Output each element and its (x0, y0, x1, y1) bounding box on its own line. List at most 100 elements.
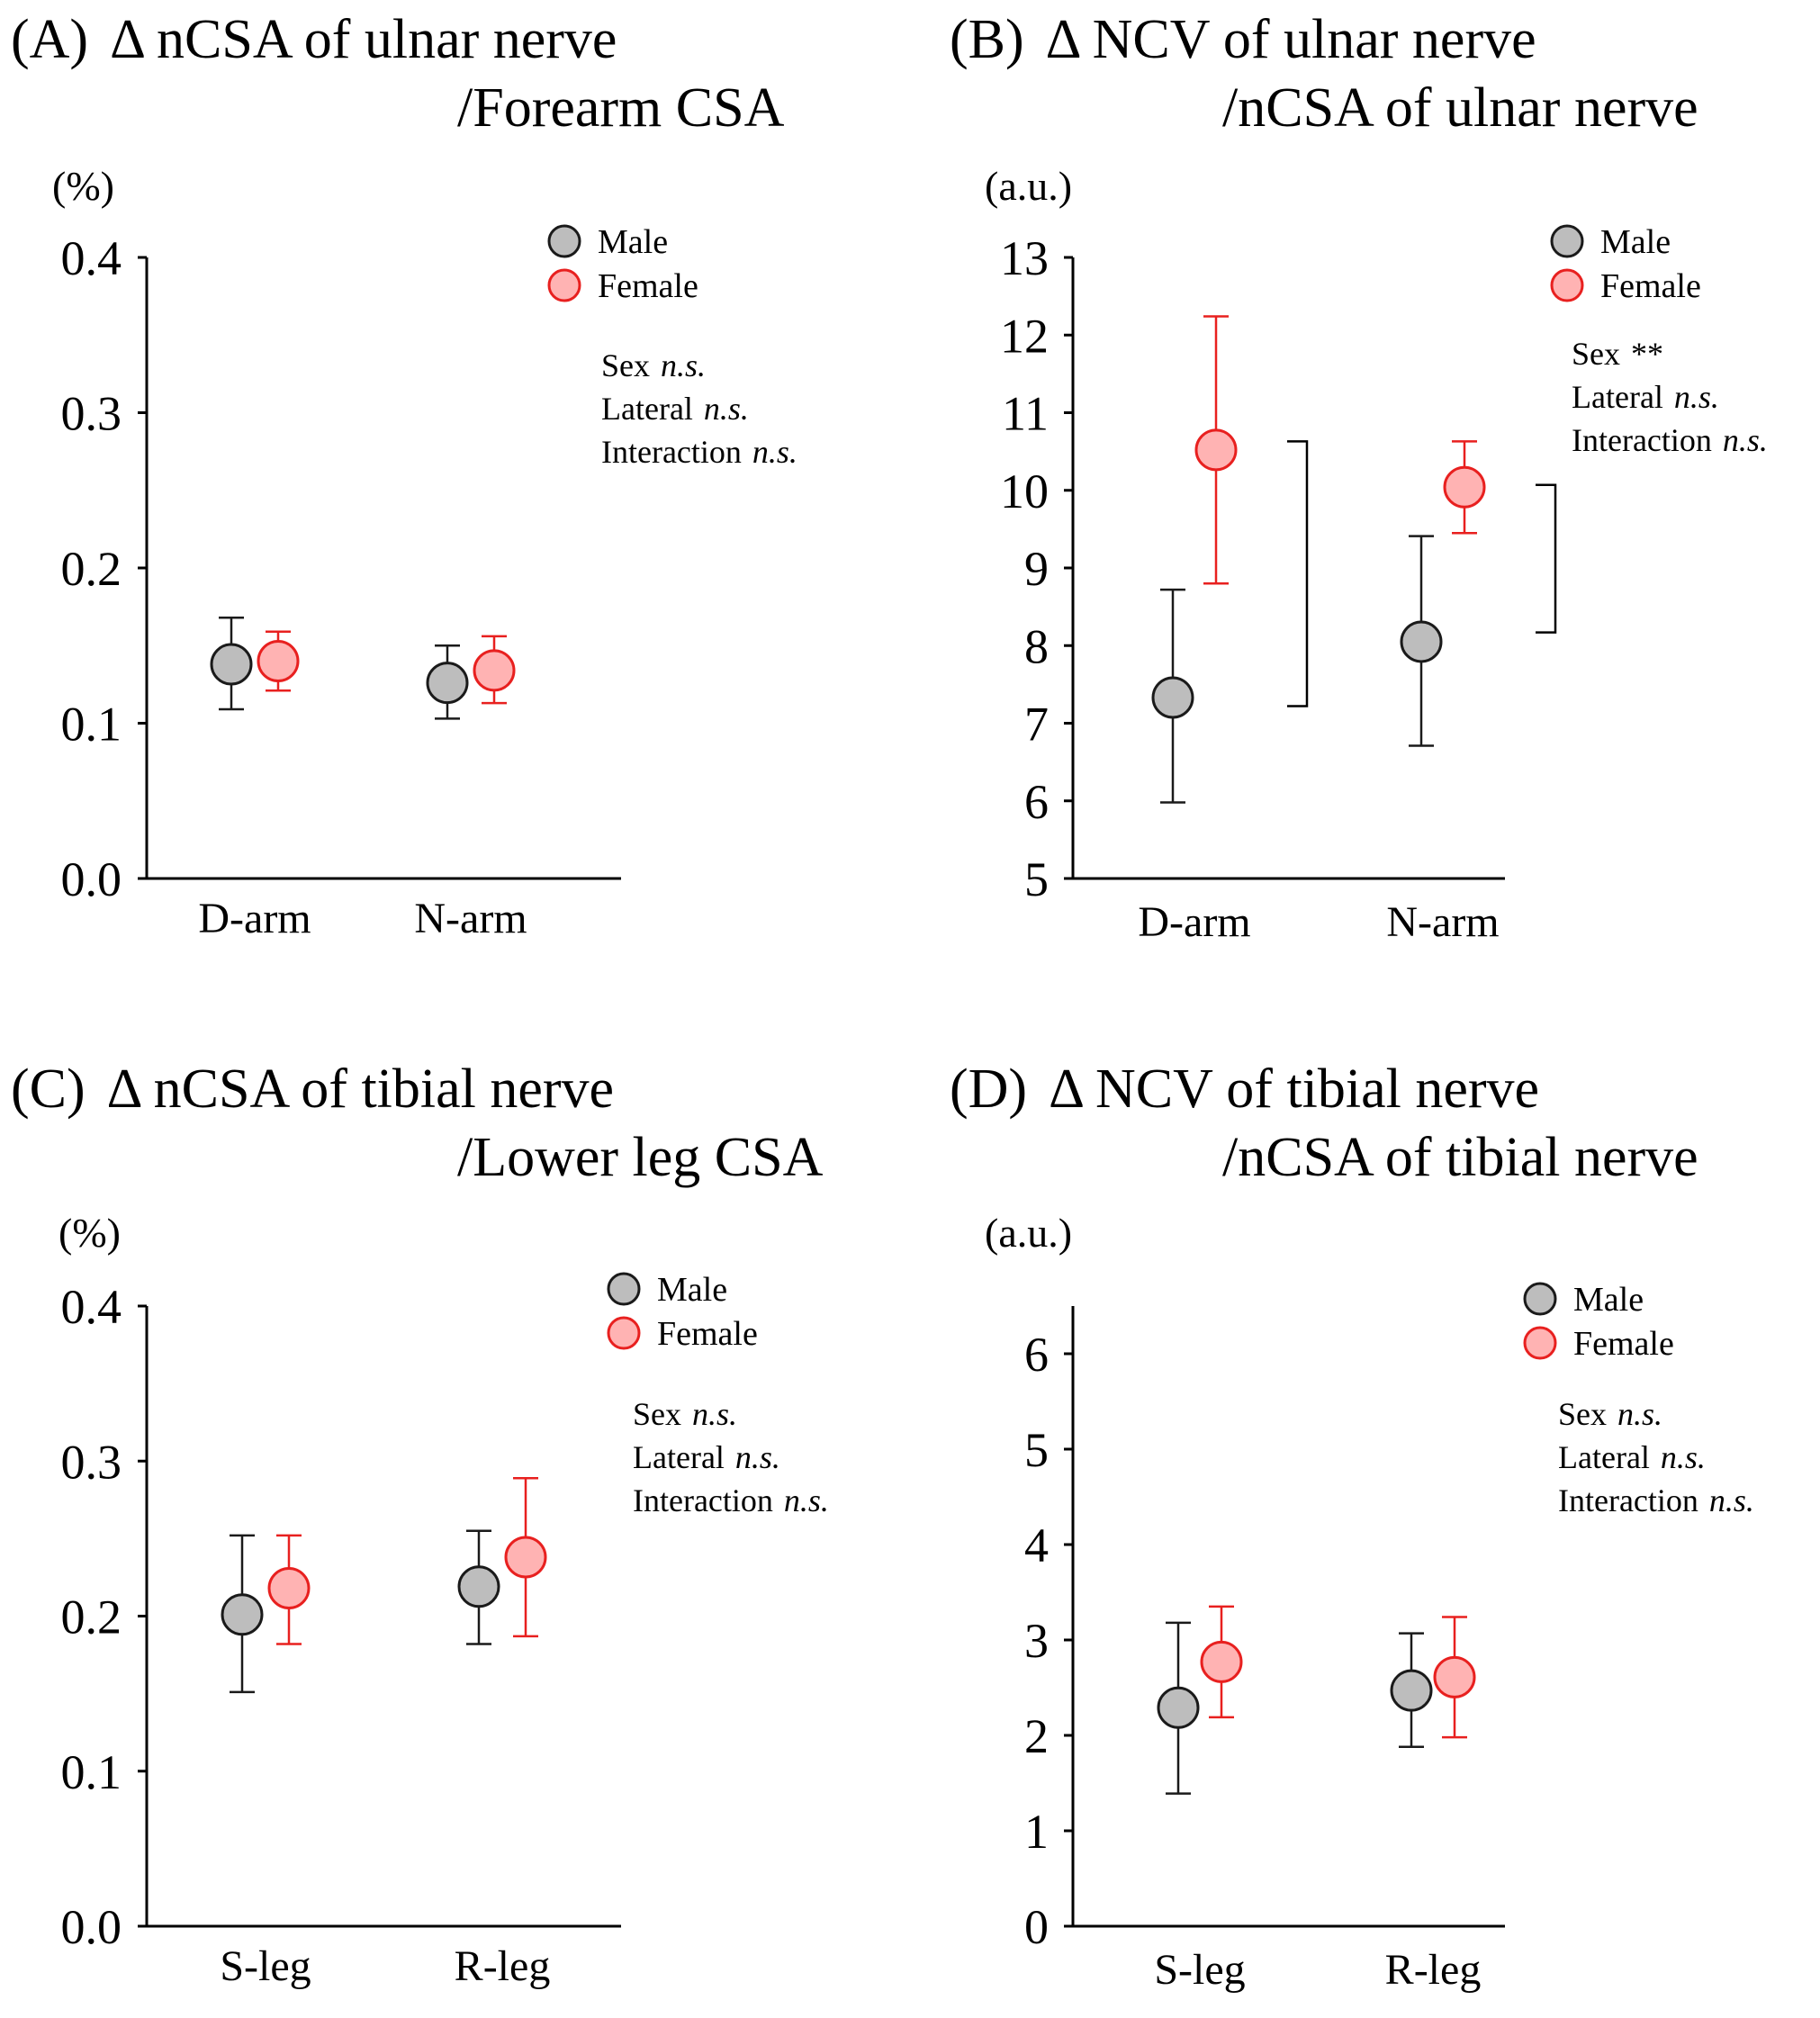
y-tick-label: 0.3 (61, 387, 122, 441)
stat-line: Sex ** (1572, 336, 1663, 372)
y-tick-label: 7 (1024, 698, 1049, 752)
panel-a: (A) Δ nCSA of ulnar nerve/Forearm CSA (%) 0… (11, 9, 797, 942)
stat-label: Interaction (633, 1482, 773, 1518)
y-tick-label: 13 (1000, 231, 1049, 285)
stat-label: Lateral (633, 1439, 725, 1475)
x-category-label: D-arm (198, 895, 311, 942)
stat-label: Interaction (1572, 422, 1712, 458)
panel-title: (B) Δ NCV of ulnar nerve (950, 9, 1536, 70)
panel-title: (C) Δ nCSA of tibial nerve (11, 1059, 614, 1120)
stat-value: n.s. (1674, 379, 1719, 415)
y-tick-label: 0 (1024, 1900, 1049, 1954)
stat-line: Lateral n.s. (1572, 379, 1719, 415)
stat-label: Sex (601, 347, 650, 383)
legend-female-label: Female (1573, 1325, 1674, 1363)
stat-value: n.s. (692, 1396, 737, 1432)
y-tick-label: 0.1 (61, 698, 122, 752)
panel-title-line2: /nCSA of tibial nerve (1222, 1127, 1698, 1188)
x-category-label: N-arm (414, 895, 527, 942)
male-point (1390, 1669, 1433, 1712)
male-point (1400, 620, 1443, 663)
male-point (1151, 676, 1194, 719)
y-axis-unit: (%) (59, 1210, 121, 1256)
stat-line: Interaction n.s. (633, 1482, 829, 1518)
panel-label: (A) (11, 9, 88, 70)
y-tick-label: 6 (1024, 1328, 1049, 1382)
y-tick-label: 2 (1024, 1709, 1049, 1763)
panel-title: (D) Δ NCV of tibial nerve (950, 1059, 1539, 1120)
legend-female-marker (1550, 268, 1584, 302)
legend-male-label: Male (1573, 1281, 1644, 1319)
y-tick-label: 0.4 (61, 1280, 122, 1334)
y-tick-label: 12 (1000, 309, 1049, 363)
x-category-label: D-arm (1138, 898, 1250, 946)
x-category-label: R-leg (1385, 1946, 1482, 1994)
y-tick-label: 11 (1002, 387, 1049, 441)
legend-female-marker (607, 1316, 641, 1350)
panel-title-line2: /Lower leg CSA (457, 1127, 824, 1188)
y-tick-label: 5 (1024, 1423, 1049, 1477)
y-tick-label: 6 (1024, 775, 1049, 829)
y-tick-label: 4 (1024, 1518, 1049, 1572)
male-point (457, 1565, 500, 1608)
stat-line: Interaction n.s. (601, 434, 797, 470)
stat-value: ** (1631, 336, 1663, 372)
x-category-label: N-arm (1386, 898, 1499, 946)
stat-value: n.s. (661, 347, 706, 383)
legend-female-label: Female (657, 1315, 758, 1353)
panel-label: (D) (950, 1059, 1027, 1120)
y-tick-label: 3 (1024, 1614, 1049, 1668)
panel-title: (A) Δ nCSA of ulnar nerve (11, 9, 617, 70)
panel-b: (B) Δ NCV of ulnar nerve/nCSA of ulnar ne… (950, 9, 1768, 946)
legend-female-label: Female (598, 267, 698, 305)
stat-label: Interaction (1558, 1482, 1698, 1518)
x-category-label: S-leg (1154, 1946, 1245, 1994)
y-tick-label: 0.4 (61, 231, 122, 285)
panel-label: (C) (11, 1059, 86, 1120)
stat-line: Sex n.s. (1558, 1396, 1662, 1432)
panel-title-line1: Δ nCSA of ulnar nerve (110, 9, 617, 70)
stat-line: Interaction n.s. (1558, 1482, 1754, 1518)
stat-value: n.s. (752, 434, 797, 470)
male-point (426, 662, 469, 705)
y-tick-label: 1 (1024, 1805, 1049, 1859)
female-point (267, 1566, 311, 1609)
panel-title-line1: Δ nCSA of tibial nerve (107, 1059, 614, 1120)
stat-value: n.s. (1709, 1482, 1754, 1518)
stat-line: Interaction n.s. (1572, 422, 1768, 458)
significance-bracket (1287, 440, 1309, 707)
female-point (1200, 1640, 1243, 1683)
stat-value: n.s. (784, 1482, 829, 1518)
legend-male-label: Male (657, 1271, 727, 1309)
stat-label: Sex (1558, 1396, 1607, 1432)
legend-male-marker (547, 224, 581, 258)
female-point (1443, 465, 1486, 509)
stat-label: Lateral (1572, 379, 1663, 415)
y-tick-label: 8 (1024, 619, 1049, 673)
panel-label: (B) (950, 9, 1024, 70)
stat-label: Sex (633, 1396, 681, 1432)
y-axis-unit: (a.u.) (985, 1210, 1072, 1256)
legend-male-marker (1523, 1282, 1557, 1316)
x-category-label: R-leg (455, 1942, 551, 1990)
male-point (210, 643, 253, 686)
female-point (504, 1536, 547, 1579)
stat-label: Lateral (601, 391, 693, 427)
legend-female-label: Female (1600, 267, 1701, 305)
y-axis-unit: (a.u.) (985, 163, 1072, 209)
legend-male-marker (1550, 224, 1584, 258)
male-point (221, 1593, 264, 1636)
stat-line: Sex n.s. (601, 347, 706, 383)
stat-line: Lateral n.s. (633, 1439, 780, 1475)
stat-value: n.s. (1661, 1439, 1706, 1475)
stat-value: n.s. (1723, 422, 1768, 458)
stat-line: Sex n.s. (633, 1396, 737, 1432)
stat-value: n.s. (735, 1439, 780, 1475)
legend-male-label: Male (1600, 223, 1671, 261)
male-point (1157, 1686, 1200, 1729)
legend-male-marker (607, 1272, 641, 1306)
y-tick-label: 10 (1000, 464, 1049, 518)
y-tick-label: 0.0 (61, 1900, 122, 1954)
legend-female-marker (547, 268, 581, 302)
panel-title-line1: Δ NCV of ulnar nerve (1046, 9, 1536, 70)
